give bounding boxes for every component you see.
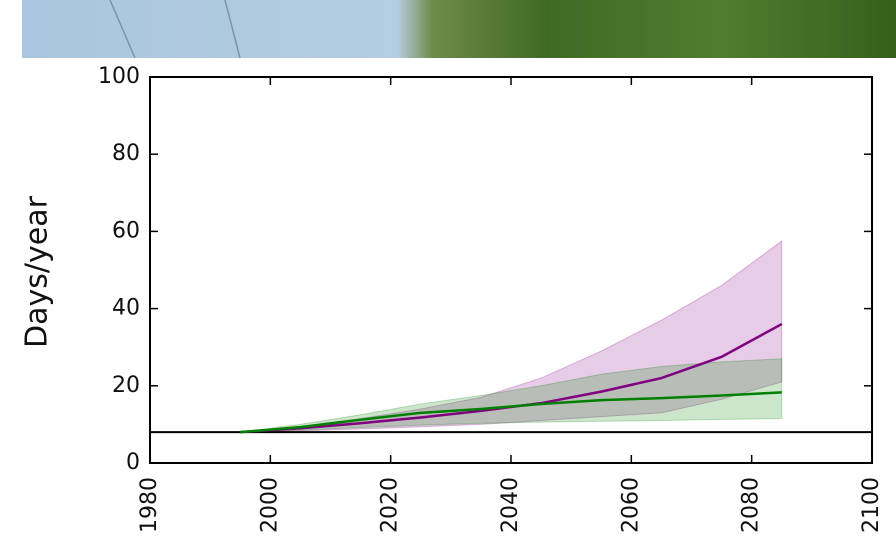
x-tick-label: 1980: [137, 477, 162, 533]
y-tick-label: 60: [112, 218, 140, 243]
photo-banner: [22, 0, 896, 58]
x-tick-label: 2000: [257, 477, 282, 533]
y-tick-label: 40: [112, 296, 140, 321]
chart: Days/year 020406080100198020002020204020…: [0, 0, 896, 554]
x-tick-label: 2060: [618, 477, 643, 533]
y-tick-label: 80: [112, 141, 140, 166]
x-tick-label: 2100: [859, 477, 884, 533]
y-tick-label: 20: [112, 373, 140, 398]
y-axis-label: Days/year: [20, 195, 55, 348]
page: Days/year 020406080100198020002020204020…: [0, 0, 896, 554]
x-tick-label: 2080: [739, 477, 764, 533]
y-tick-label: 100: [98, 64, 140, 89]
x-tick-label: 2040: [498, 477, 523, 533]
y-tick-label: 0: [126, 450, 140, 475]
x-tick-label: 2020: [378, 477, 403, 533]
